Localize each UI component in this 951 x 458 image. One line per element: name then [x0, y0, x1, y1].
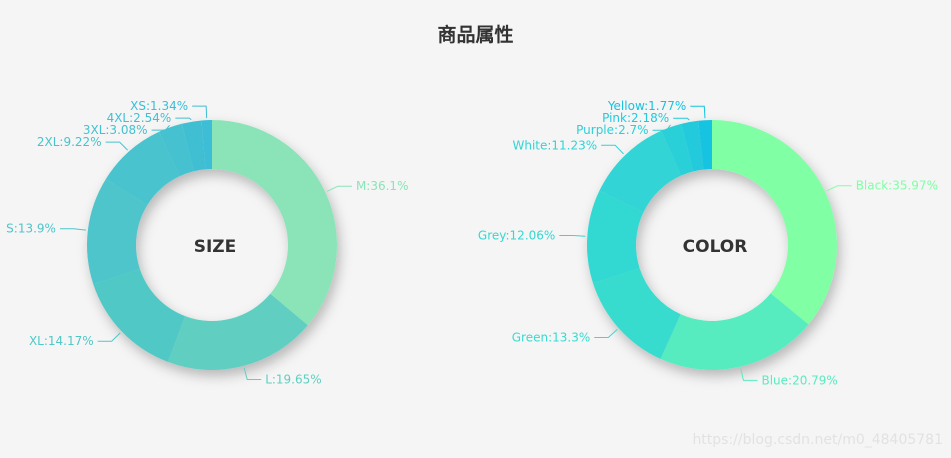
slice-label-xs: XS:1.34% [130, 99, 188, 113]
slice-grey[interactable] [587, 190, 644, 284]
slice-yellow[interactable] [698, 120, 712, 170]
label-line-3xl [151, 124, 170, 131]
label-line-m [326, 185, 352, 192]
label-line-xl [97, 332, 121, 342]
label-line-s [59, 228, 86, 231]
label-line-green [594, 329, 618, 339]
label-line-pink [673, 117, 690, 121]
slice-xs[interactable] [201, 120, 212, 170]
slice-blue[interactable] [660, 293, 809, 371]
slice-label-l: L:19.65% [265, 372, 321, 386]
label-line-grey [559, 234, 586, 237]
slice-label-m: M:36.1% [356, 179, 409, 193]
label-line-2xl [105, 141, 128, 151]
label-line-white [601, 144, 624, 155]
size-donut-chart: M:36.1% L:19.65% XL:14.17% S:13.9% 2XL:9.22%… [6, 99, 408, 386]
slice-label-purple: Purple:2.7% [576, 123, 648, 137]
slice-label-s: S:13.9% [6, 222, 56, 236]
slice-4xl[interactable] [181, 120, 206, 172]
slice-2xl[interactable] [105, 131, 180, 206]
slice-3xl[interactable] [159, 123, 194, 177]
slice-black[interactable] [712, 120, 837, 325]
slice-label-pink: Pink:2.18% [602, 111, 669, 125]
label-line-yellow [690, 105, 706, 119]
slice-label-2xl: 2XL:9.22% [37, 135, 102, 149]
slice-label-3xl: 3XL:3.08% [83, 123, 148, 137]
slice-xl[interactable] [93, 268, 186, 362]
label-line-black [826, 185, 852, 192]
slice-label-4xl: 4XL:2.54% [107, 111, 172, 125]
slice-white[interactable] [599, 130, 682, 213]
slice-green[interactable] [592, 268, 681, 359]
slice-label-green: Green:13.3% [512, 331, 591, 345]
slice-label-blue: Blue:20.79% [761, 373, 837, 387]
slice-s[interactable] [87, 179, 148, 285]
color-donut-chart: Black:35.97% Blue:20.79% Green:13.3% Grey:1… [478, 99, 938, 387]
center-label-size: SIZE [194, 237, 237, 257]
label-line-4xl [175, 117, 192, 121]
label-line-blue [740, 368, 758, 381]
label-line-l [243, 367, 262, 380]
slice-label-xl: XL:14.17% [29, 334, 94, 348]
slice-l[interactable] [167, 293, 308, 370]
page-title: 商品属性 [437, 24, 514, 46]
slice-label-yellow: Yellow:1.77% [607, 99, 686, 113]
slice-label-white: White:11.23% [512, 138, 597, 152]
watermark: https://blog.csdn.net/m0_48405781 [692, 432, 943, 448]
slice-label-grey: Grey:12.06% [478, 228, 555, 242]
slice-purple[interactable] [661, 123, 694, 176]
center-label-color: COLOR [683, 237, 748, 257]
slice-pink[interactable] [681, 120, 704, 172]
label-line-purple [652, 124, 671, 131]
label-line-xs [192, 105, 208, 119]
slice-m[interactable] [212, 120, 338, 326]
slice-label-black: Black:35.97% [856, 179, 938, 193]
